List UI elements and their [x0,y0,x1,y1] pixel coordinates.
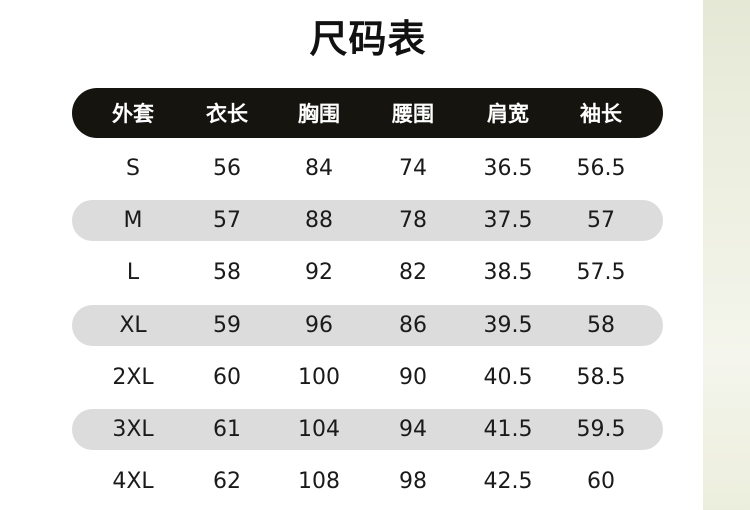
table-row: M 57 88 78 37.5 57 [72,200,663,242]
table-cell: 2XL [112,364,154,390]
table-cell: 104 [298,417,340,442]
table-cell: 62 [213,469,241,495]
table-cell: 96 [305,312,333,338]
table-cell: 57 [587,208,615,234]
table-cell: 108 [298,469,340,495]
header-cell: 袖长 [580,102,622,126]
table-cell: 59.5 [576,417,626,442]
table-cell: 82 [399,260,427,286]
table-cell: 94 [399,417,427,442]
table-cell: 56.5 [576,156,626,181]
table-cell: L [126,260,140,286]
table-cell: 58 [213,260,241,286]
header-cell: 衣长 [206,102,248,126]
table-cell: 84 [305,156,333,181]
table-cell: S [126,156,140,181]
table-cell: XL [119,312,147,338]
header-cell: 胸围 [298,102,340,126]
table-cell: 58 [587,312,615,338]
table-cell: 88 [305,208,333,234]
table-row: S 56 84 74 36.5 56.5 [72,148,663,189]
table-cell: 61 [213,417,241,442]
table-cell: M [123,208,143,234]
table-row: 4XL 62 108 98 42.5 60 [72,461,663,502]
table-cell: 36.5 [483,156,533,181]
table-cell: 57 [213,208,241,234]
table-cell: 4XL [112,469,154,495]
table-cell: 39.5 [483,312,533,338]
table-cell: 37.5 [483,208,533,234]
table-cell: 74 [399,156,427,181]
table-cell: 42.5 [483,469,533,495]
table-cell: 40.5 [483,364,533,390]
table-row: L 58 92 82 38.5 57.5 [72,252,663,293]
table-cell: 38.5 [483,260,533,286]
table-cell: 56 [213,156,241,181]
table-cell: 59 [213,312,241,338]
table-cell: 100 [298,364,340,390]
table-row: 3XL 61 104 94 41.5 59.5 [72,409,663,450]
table-cell: 98 [399,469,427,495]
side-background-strip [703,0,750,510]
table-cell: 58.5 [576,364,626,390]
table-cell: 92 [305,260,333,286]
table-cell: 86 [399,312,427,338]
table-row: 2XL 60 100 90 40.5 58.5 [72,357,663,398]
table-cell: 60 [587,469,615,495]
table-row: XL 59 96 86 39.5 58 [72,304,663,346]
header-cell: 外套 [112,102,154,126]
header-cell: 腰围 [392,102,434,126]
page-title: 尺码表 [309,17,427,61]
table-cell: 60 [213,364,241,390]
table-cell: 3XL [112,417,154,442]
table-cell: 41.5 [483,417,533,442]
table-cell: 90 [399,364,427,390]
table-header: 外套 衣长 胸围 腰围 肩宽 袖长 [72,88,663,138]
table-cell: 78 [399,208,427,234]
table-cell: 57.5 [576,260,626,286]
header-cell: 肩宽 [487,102,529,126]
